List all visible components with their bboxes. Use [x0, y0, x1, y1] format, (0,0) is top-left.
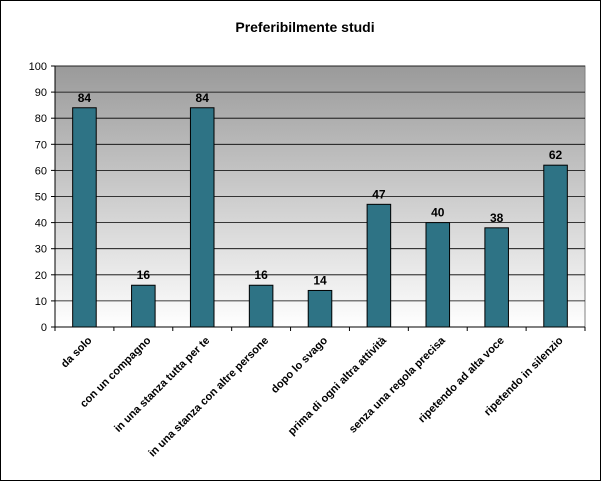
- bar: [484, 227, 509, 328]
- x-tick-label: in una stanza con altre persone: [146, 335, 271, 460]
- bar: [248, 284, 274, 328]
- y-tick-label: 10: [35, 296, 47, 308]
- x-tick-label: dopo lo svago: [269, 334, 330, 395]
- data-label: 16: [254, 268, 268, 282]
- y-tick-label: 80: [35, 113, 47, 125]
- y-tick-label: 0: [41, 322, 47, 334]
- data-label: 84: [78, 91, 92, 105]
- data-labels: 84 16 84 16 14 47 40 38 62: [78, 91, 563, 288]
- bar: [425, 222, 451, 328]
- data-label: 16: [137, 268, 151, 282]
- data-label: 47: [372, 187, 386, 201]
- data-label: 14: [313, 273, 327, 287]
- x-tick-label: prima di ogni altra attività: [286, 334, 390, 438]
- y-tick-label: 50: [35, 192, 47, 204]
- y-tick-label: 100: [29, 61, 47, 73]
- x-tick-label: senza una regola precisa: [347, 334, 449, 436]
- bar: [307, 289, 333, 328]
- data-label: 40: [431, 206, 445, 220]
- data-label: 84: [196, 91, 210, 105]
- y-tick-label: 30: [35, 244, 47, 256]
- data-label: 62: [549, 148, 563, 162]
- x-tick-label: in una stanza tutta per te: [112, 335, 212, 435]
- bar: [131, 284, 156, 328]
- bar: [72, 107, 97, 328]
- y-tick-label: 60: [35, 165, 47, 177]
- axes: [51, 65, 586, 331]
- bars: [72, 107, 568, 328]
- bar: [366, 203, 392, 328]
- x-tick-label: da solo: [59, 334, 95, 370]
- y-tick-label: 40: [35, 218, 47, 230]
- y-tick-labels: 0 10 20 30 40 50 60 70 80 90 100: [29, 61, 47, 334]
- y-tick-label: 90: [35, 87, 47, 99]
- y-tick-label: 70: [35, 139, 47, 151]
- bar: [189, 107, 215, 328]
- bar: [543, 164, 568, 328]
- chart-title: Preferibilmente studi: [235, 19, 374, 35]
- data-label: 38: [490, 211, 504, 225]
- y-tick-label: 20: [35, 270, 47, 282]
